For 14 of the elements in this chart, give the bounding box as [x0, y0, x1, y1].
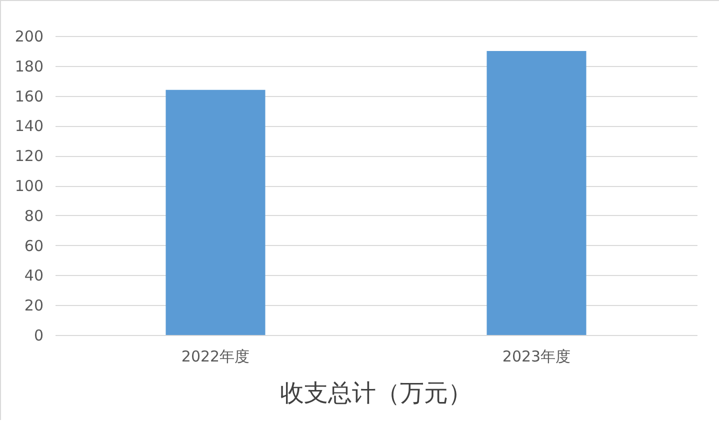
y-tick-label: 100 — [14, 177, 44, 195]
y-tick-label: 200 — [14, 28, 44, 46]
y-tick-label: 20 — [24, 296, 44, 315]
y-tick-label: 160 — [14, 87, 44, 106]
y-tick-label: 80 — [24, 206, 44, 225]
y-tick-label: 180 — [14, 57, 44, 76]
text: 收支总计（万元） — [280, 379, 472, 407]
y-tick-label: 0 — [34, 326, 44, 344]
x-tick-label: 2023年度 — [502, 348, 571, 366]
y-tick-label: 40 — [24, 266, 44, 285]
y-tick-label: 140 — [14, 117, 44, 136]
y-tick-label: 60 — [24, 236, 44, 255]
x-tick-label: 2022年度 — [181, 348, 250, 366]
y-tick-label: 120 — [14, 147, 44, 166]
